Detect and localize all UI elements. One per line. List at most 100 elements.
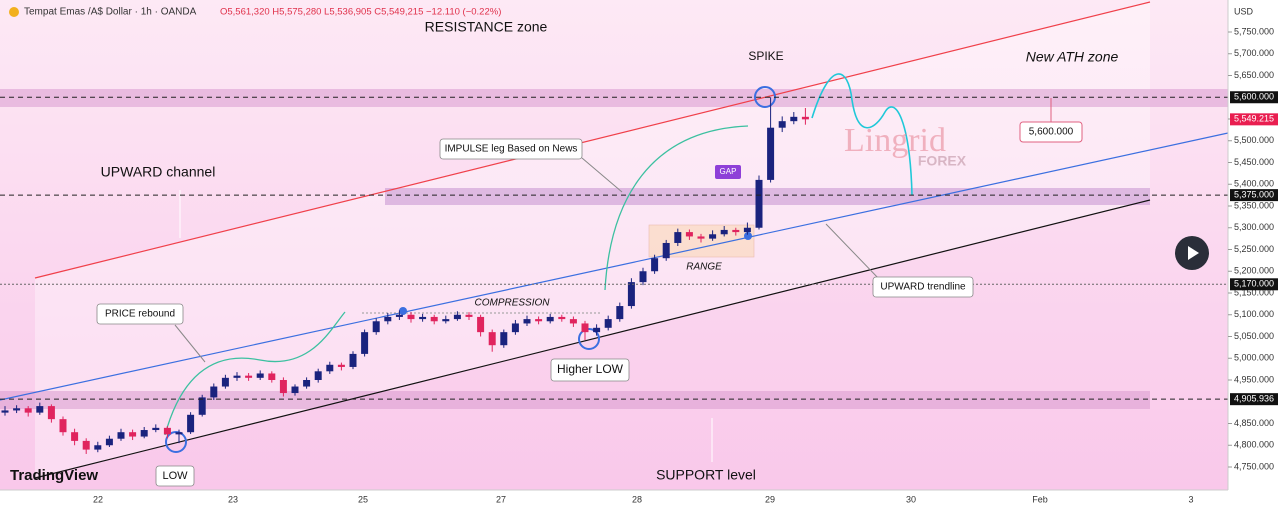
price-axis (1228, 0, 1280, 510)
candle-body (720, 229, 728, 235)
price-tick-label: 5,400.000 (1234, 179, 1274, 189)
rebound-arrow (164, 311, 346, 436)
time-label: 22 (93, 494, 103, 504)
candle-body (616, 306, 624, 320)
level-tag (1230, 189, 1278, 202)
price-tick-label: 5,450.000 (1234, 157, 1274, 167)
ohlc: O5,561,320 H5,575,280 L5,536,905 C5,549,… (220, 7, 501, 18)
candle-body (268, 373, 276, 380)
candle-body (767, 127, 775, 180)
candle-body (349, 353, 357, 367)
symbol-icon (9, 7, 19, 17)
ath-label: New ATH zone (1026, 49, 1119, 65)
impulse-label: IMPULSE leg Based on News (445, 144, 578, 155)
candle-body (291, 386, 299, 394)
impulse-box (439, 138, 583, 160)
candle-body (140, 430, 148, 437)
touch-dot (744, 232, 752, 240)
price-tick-label: 4,750.000 (1234, 461, 1274, 471)
candle-body (488, 332, 496, 346)
level-label: 5,375.000 (1234, 190, 1274, 200)
gap-label: GAP (720, 167, 737, 176)
candle-body (581, 323, 589, 333)
candle-body (303, 380, 311, 387)
gap-box (715, 165, 741, 179)
pointer (825, 223, 881, 281)
candle-body (210, 386, 218, 398)
price-tick-label: 5,700.000 (1234, 48, 1274, 58)
candle-body (558, 316, 566, 320)
impulse-arrow (604, 125, 749, 291)
candle-body (790, 116, 798, 122)
time-axis (0, 490, 1228, 510)
price-tick-label: 5,750.000 (1234, 26, 1274, 36)
candle-body (256, 373, 264, 378)
candle-body (627, 282, 635, 307)
price-tick-label: 5,500.000 (1234, 135, 1274, 145)
price-tick-label: 5,000.000 (1234, 353, 1274, 363)
candle-body (372, 321, 380, 333)
candle-body (778, 121, 786, 128)
last-price-label: 5,549.215 (1234, 114, 1274, 124)
time-label: 30 (906, 494, 916, 504)
candle-body (59, 419, 67, 433)
candle-body (535, 319, 543, 322)
candle-body (500, 332, 508, 346)
candle-body (233, 375, 241, 378)
candle-body (71, 432, 79, 441)
candle-body (105, 438, 113, 446)
price-tick-label: 5,300.000 (1234, 222, 1274, 232)
tv-logo: TradingView (10, 467, 98, 484)
watermark: Lingrid (844, 122, 946, 159)
price-tick-label: 5,100.000 (1234, 309, 1274, 319)
price-tick-label: 5,250.000 (1234, 244, 1274, 254)
channel-label: UPWARD channel (101, 164, 216, 180)
candle-body (709, 234, 717, 239)
candle-body (245, 375, 253, 378)
candle-body (198, 397, 206, 415)
spike-label: SPIKE (748, 49, 783, 63)
price-tick-label: 5,650.000 (1234, 70, 1274, 80)
resistance-band (0, 89, 1228, 107)
zone-band (385, 188, 1150, 205)
play-icon (1188, 246, 1199, 260)
last-price-tag (1230, 113, 1278, 126)
higher-low-box (550, 358, 630, 382)
levels (0, 96, 1228, 400)
candle-body (187, 414, 195, 433)
candle-body (685, 232, 693, 237)
level-tag (1230, 278, 1278, 291)
time-label: 29 (765, 494, 775, 504)
candle-body (732, 229, 740, 233)
time-label: 27 (496, 494, 506, 504)
time-label: 3 (1188, 494, 1193, 504)
candle-body (511, 323, 519, 333)
rebound-box (96, 303, 184, 325)
channel-bottom (34, 199, 1151, 479)
support-band (0, 391, 1150, 409)
candle-body (395, 314, 403, 317)
candle-body (743, 227, 751, 233)
price-tick-label: 4,850.000 (1234, 418, 1274, 428)
candle-body (419, 316, 427, 320)
price-tick-label: 4,950.000 (1234, 374, 1274, 384)
channel-fill (35, 2, 1150, 478)
candle-body (430, 316, 438, 322)
price-tick-label: 4,800.000 (1234, 440, 1274, 450)
candle-body (129, 432, 137, 437)
candle-body (651, 258, 659, 272)
compression-label: COMPRESSION (474, 298, 550, 309)
candle-body (697, 236, 705, 239)
currency: USD (1234, 6, 1254, 16)
candle-body (569, 319, 577, 324)
candle-body (442, 319, 450, 322)
symbol: Tempat Emas /A$ Dollar · 1h · OANDA (24, 7, 197, 18)
candle-body (94, 445, 102, 450)
candle-body (221, 377, 229, 387)
candle-body (314, 371, 322, 380)
candle-body (326, 364, 334, 372)
candle-body (755, 179, 763, 228)
candle-body (593, 327, 601, 333)
low-marker (165, 431, 187, 453)
